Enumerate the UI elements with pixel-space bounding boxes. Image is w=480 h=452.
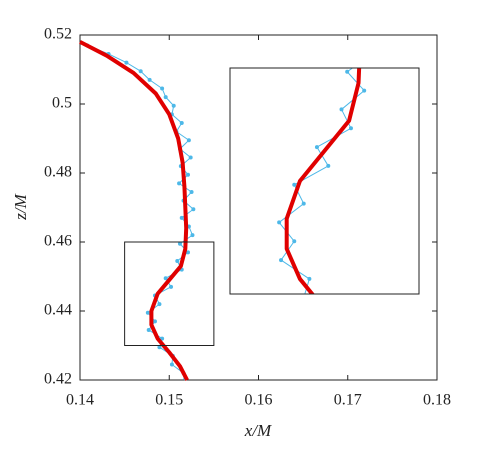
data-point [292, 239, 297, 244]
x-tick-label: 0.17 [334, 392, 362, 409]
data-point [157, 345, 162, 350]
data-point [326, 163, 331, 168]
x-tick-label: 0.18 [423, 392, 451, 409]
data-point [314, 145, 319, 150]
data-point [292, 182, 297, 187]
data-point [189, 189, 194, 194]
data-point [177, 181, 182, 186]
fit-curve [284, 68, 362, 294]
plot-area [79, 40, 196, 381]
axes-frame [79, 34, 438, 381]
data-line [86, 44, 194, 379]
y-tick-label: 0.48 [44, 164, 72, 181]
data-point [279, 258, 284, 263]
data-point [169, 362, 174, 367]
data-point [190, 233, 195, 238]
zoom-box [124, 241, 215, 346]
data-point [188, 155, 193, 160]
x-tick-label: 0.15 [155, 392, 183, 409]
data-point [330, 315, 334, 319]
data-point [152, 319, 157, 324]
inset-frame [229, 67, 420, 295]
data-point [138, 69, 143, 74]
data-point [339, 107, 344, 112]
x-axis-label: x/M [244, 421, 272, 440]
data-point [175, 258, 180, 263]
y-tick-label: 0.5 [52, 95, 72, 112]
data-point [357, 364, 361, 368]
data-point [185, 172, 190, 177]
data-point [163, 276, 168, 281]
data-point [372, 51, 376, 55]
data-point [177, 241, 182, 246]
x-tick-label: 0.16 [245, 392, 273, 409]
data-point [186, 138, 191, 143]
data-point [349, 13, 353, 17]
y-tick-label: 0.46 [44, 233, 72, 250]
fit-curve [79, 40, 189, 381]
data-point [147, 77, 152, 82]
data-point [169, 284, 174, 289]
y-tick-label: 0.42 [44, 371, 72, 388]
data-point [171, 103, 176, 108]
data-point [160, 86, 165, 91]
data-point [328, 333, 332, 337]
data-point [157, 302, 162, 307]
data-point [124, 60, 129, 65]
y-tick-label: 0.52 [44, 26, 72, 43]
y-axis-label: z/M [11, 193, 30, 220]
data-point [362, 88, 367, 93]
data-point [179, 120, 184, 125]
data-point [191, 207, 196, 212]
x-tick-label: 0.14 [66, 392, 94, 409]
data-point [353, 352, 357, 356]
data-point [185, 250, 190, 255]
y-tick-label: 0.44 [44, 302, 72, 319]
data-point [301, 201, 306, 206]
data-point [302, 296, 306, 300]
data-point [146, 327, 151, 332]
data-point [179, 215, 184, 220]
data-point [307, 276, 312, 281]
data-point [160, 336, 165, 341]
inset [277, 13, 376, 368]
data-point [345, 69, 350, 74]
data-point [145, 310, 150, 315]
data-point [348, 126, 353, 131]
data-point [163, 95, 168, 100]
data-point [277, 220, 282, 225]
